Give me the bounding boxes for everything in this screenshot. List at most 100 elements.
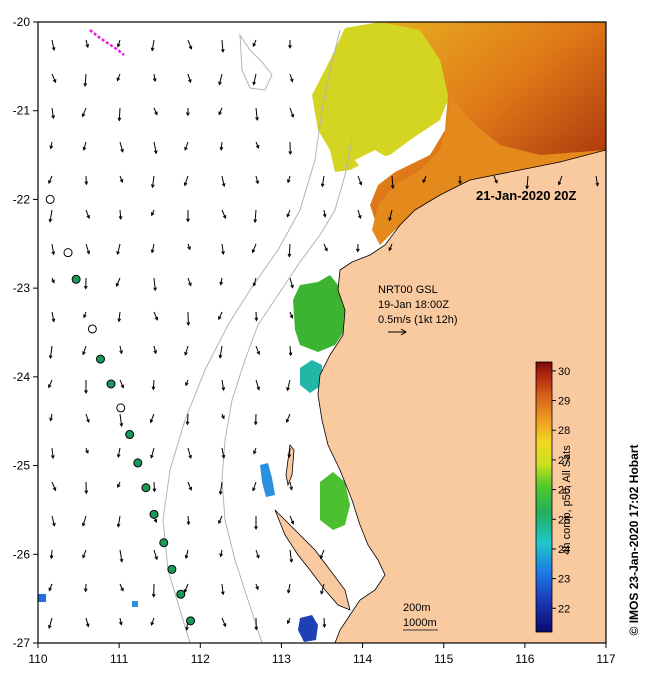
current-vector-head: [184, 555, 189, 560]
x-tick-label: 111: [110, 652, 129, 666]
current-vector-head: [219, 553, 223, 558]
current-vector-head: [219, 146, 224, 151]
current-vector: [85, 413, 90, 423]
current-vector-head: [152, 78, 157, 83]
x-tick-label: 114: [353, 652, 372, 666]
current-vector-head: [48, 355, 53, 360]
y-tick-label: -24: [13, 370, 31, 384]
current-vector-head: [186, 521, 191, 526]
current-vector: [152, 175, 155, 188]
current-vector: [117, 73, 121, 81]
current-vector-head: [149, 419, 154, 424]
current-vector-head: [150, 47, 155, 52]
current-vector-head: [355, 248, 360, 253]
sst-blue-patch: [260, 463, 275, 497]
current-vector: [84, 73, 87, 87]
current-vector-head: [320, 590, 324, 595]
drifter-open-marker: [63, 248, 73, 258]
current-vector-head: [151, 593, 156, 598]
current-vector-head: [120, 384, 125, 389]
current-vector-head: [83, 285, 88, 290]
current-vector: [255, 379, 260, 390]
current-legend-line1: NRT00 GSL: [378, 284, 438, 296]
current-vector-head: [153, 287, 157, 292]
current-vector-head: [83, 588, 88, 593]
current-vector-head: [154, 316, 159, 321]
current-vector: [422, 175, 427, 183]
current-vector-head: [256, 386, 261, 391]
current-vector: [82, 515, 87, 526]
current-vector-head: [48, 624, 52, 629]
current-vector-head: [285, 418, 290, 423]
current-vector: [221, 447, 225, 458]
current-vector: [82, 345, 87, 355]
current-vector: [289, 481, 293, 490]
current-vector: [255, 141, 259, 149]
current-vector: [286, 413, 291, 423]
current-vector-head: [186, 218, 190, 223]
current-vector-head: [188, 45, 193, 50]
current-vector: [221, 617, 226, 627]
current-vector-head: [320, 183, 325, 188]
current-vector: [119, 345, 123, 354]
current-vector: [255, 345, 260, 355]
drifter-filled-marker: [149, 509, 159, 519]
current-vector-head: [120, 148, 124, 153]
current-vector-head: [115, 283, 120, 288]
current-vector: [187, 277, 192, 286]
current-vector: [289, 311, 293, 319]
drifter-filled-marker: [95, 354, 105, 364]
current-vector-head: [218, 81, 222, 86]
current-vector: [51, 39, 55, 51]
x-tick-label: 115: [434, 652, 453, 666]
drifter-filled-marker: [159, 538, 169, 548]
current-vector: [221, 243, 224, 255]
current-vector: [253, 73, 257, 85]
current-vector-head: [287, 253, 292, 258]
current-vector-head: [49, 555, 54, 560]
drifter-filled-marker: [141, 483, 151, 493]
current-vector-head: [357, 215, 362, 220]
current-vector: [51, 73, 57, 83]
current-vector-head: [116, 77, 121, 82]
current-vector: [219, 345, 223, 358]
current-vector-head: [83, 314, 87, 319]
current-vector: [118, 311, 121, 322]
current-vector: [252, 39, 257, 47]
current-vector-head: [84, 390, 88, 395]
x-tick-label: 117: [596, 652, 615, 666]
drifter-filled-marker: [176, 589, 186, 599]
current-vector: [85, 617, 89, 627]
current-vector-head: [81, 113, 86, 118]
current-vector: [288, 447, 291, 458]
current-vector: [153, 141, 157, 154]
current-vector-head: [221, 183, 226, 188]
drifter-filled-marker: [71, 274, 81, 284]
current-vector-head: [187, 246, 191, 251]
current-vector-head: [153, 150, 158, 155]
current-vector: [119, 413, 123, 427]
current-vector: [558, 175, 563, 185]
current-vector: [595, 175, 599, 186]
current-vector-head: [255, 117, 259, 122]
current-vector: [150, 447, 155, 458]
current-vector: [151, 39, 155, 51]
current-vector-head: [222, 215, 227, 220]
current-vector: [388, 243, 393, 251]
colorbar-tick-label: 26: [558, 485, 570, 497]
current-legend-arrowhead: [400, 328, 407, 336]
current-vector-head: [154, 556, 158, 561]
current-vector-head: [50, 455, 55, 460]
current-vector: [184, 345, 189, 355]
current-vector-head: [51, 46, 56, 52]
x-tick-label: 116: [515, 652, 534, 666]
current-vector: [321, 175, 325, 187]
current-vector-head: [324, 247, 328, 252]
colorbar-tick-label: 29: [558, 396, 570, 408]
colorbar-tick-label: 30: [558, 366, 570, 378]
current-vector-head: [119, 558, 124, 563]
current-vector-head: [287, 454, 292, 459]
sst-blue-spot-mid: [132, 601, 138, 607]
current-vector-head: [51, 279, 55, 284]
